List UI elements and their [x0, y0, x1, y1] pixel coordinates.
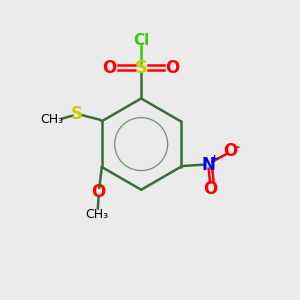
- Text: S: S: [70, 105, 83, 123]
- Text: -: -: [235, 141, 240, 154]
- Text: O: O: [166, 58, 180, 76]
- Text: +: +: [210, 154, 219, 164]
- Text: S: S: [135, 58, 148, 76]
- Text: CH₃: CH₃: [40, 113, 63, 126]
- Text: O: O: [103, 58, 117, 76]
- Text: CH₃: CH₃: [86, 208, 109, 221]
- Text: O: O: [224, 142, 238, 160]
- Text: O: O: [203, 180, 217, 198]
- Text: O: O: [92, 183, 106, 201]
- Text: N: N: [202, 156, 216, 174]
- Text: Cl: Cl: [133, 33, 149, 48]
